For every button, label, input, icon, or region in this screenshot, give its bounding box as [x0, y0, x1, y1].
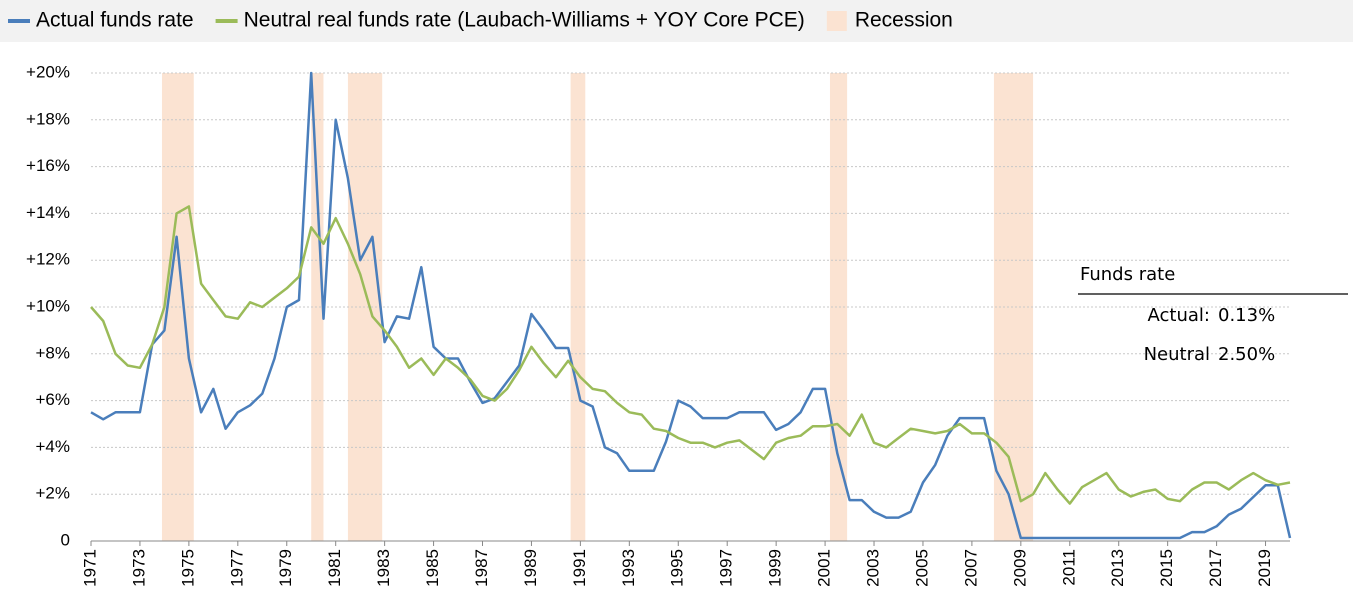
x-tick-label: 1995	[668, 549, 687, 587]
x-tick-label: 1989	[521, 549, 540, 587]
x-tick-label: 1977	[227, 549, 246, 587]
x-tick-label: 1997	[717, 549, 736, 587]
x-tick-label: 1983	[374, 549, 393, 587]
y-tick-label: +16%	[26, 156, 70, 175]
x-tick-label: 1973	[129, 549, 148, 587]
x-tick-label: 2011	[1059, 549, 1078, 586]
annotation-label: Actual:	[1148, 305, 1210, 326]
x-tick-label: 1985	[423, 549, 442, 587]
x-tick-label: 2019	[1255, 549, 1274, 587]
x-tick-label: 1993	[619, 549, 638, 587]
annotation-value: 2.50%	[1218, 344, 1275, 365]
y-tick-label: +6%	[36, 390, 71, 409]
recession-band	[311, 73, 324, 541]
y-tick-label: +18%	[26, 109, 70, 128]
y-tick-label: +12%	[26, 250, 70, 269]
annotation-label: Neutral	[1144, 344, 1210, 365]
x-tick-label: 2005	[912, 549, 931, 587]
y-tick-label: +14%	[26, 203, 70, 222]
legend-swatch	[826, 11, 847, 31]
recession-band	[347, 73, 383, 541]
x-tick-label: 2003	[864, 549, 883, 587]
x-tick-label: 1975	[178, 549, 197, 587]
legend-label: Actual funds rate	[36, 9, 194, 32]
y-tick-label: +10%	[26, 296, 70, 315]
series-line	[90, 205, 1291, 505]
x-tick-label: 2017	[1206, 549, 1225, 587]
y-tick-label: 0	[61, 530, 70, 549]
y-tick-label: +4%	[36, 437, 71, 456]
recession-band	[570, 73, 586, 541]
x-tick-label: 1979	[276, 549, 295, 587]
x-tick-label: 2001	[815, 549, 834, 587]
x-tick-label: 2015	[1157, 549, 1176, 587]
x-tick-label: 1991	[570, 549, 589, 587]
x-tick-label: 2007	[961, 549, 980, 587]
x-tick-label: 2013	[1108, 549, 1127, 587]
x-tick-label: 1981	[325, 549, 344, 587]
series-line	[90, 71, 1292, 540]
x-tick-label: 2009	[1010, 549, 1029, 587]
x-tick-label: 1999	[766, 549, 785, 587]
legend-label: Recession	[855, 9, 953, 32]
y-tick-label: +8%	[36, 343, 71, 362]
y-tick-label: +2%	[36, 484, 71, 503]
annotation-value: 0.13%	[1218, 305, 1275, 326]
x-tick-label: 1987	[472, 549, 491, 587]
legend-label: Neutral real funds rate (Laubach-William…	[244, 9, 805, 32]
y-tick-label: +20%	[26, 62, 70, 81]
annotation-title: Funds rate	[1080, 264, 1175, 285]
x-tick-label: 1971	[80, 549, 99, 587]
